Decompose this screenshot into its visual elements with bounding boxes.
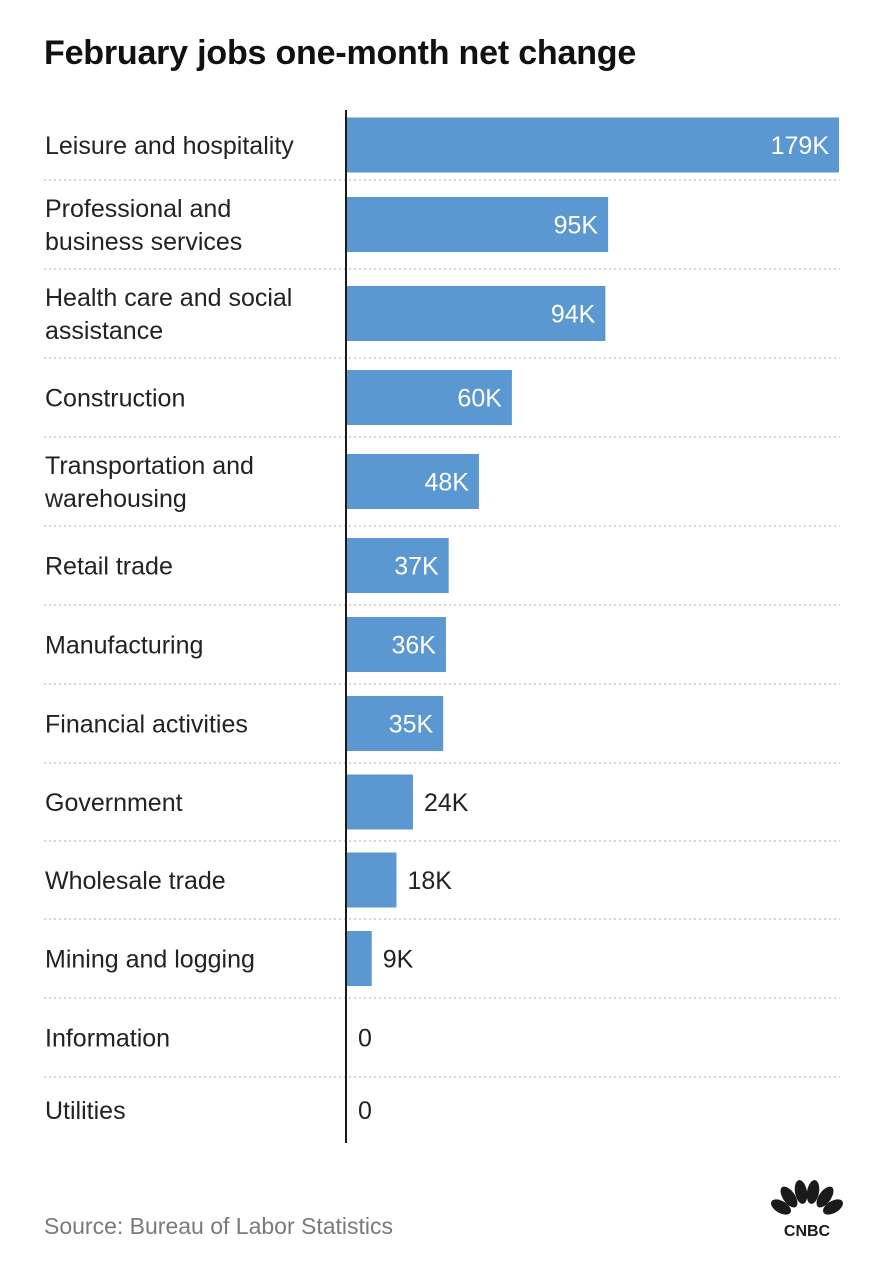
value-label: 18K: [407, 867, 452, 895]
category-label: Retail trade: [45, 553, 173, 581]
value-label: 0: [358, 1097, 372, 1125]
category-label: Mining and logging: [45, 946, 255, 974]
bar: [347, 852, 397, 908]
bar: [347, 774, 413, 830]
category-label: Information: [45, 1025, 170, 1053]
category-label: Manufacturing: [45, 632, 203, 660]
category-label: Transportation and warehousing: [44, 452, 254, 513]
logo-wordmark: CNBC: [784, 1223, 831, 1240]
value-label: 0: [358, 1025, 372, 1053]
category-label: Construction: [45, 385, 185, 413]
value-label: 48K: [424, 469, 469, 497]
bar: [347, 617, 446, 672]
value-label: 36K: [391, 632, 436, 660]
bar: [347, 197, 609, 252]
category-label: Financial activities: [45, 711, 248, 739]
bar: [347, 286, 606, 341]
chart-rows: Leisure and hospitality 179K Professional …: [44, 117, 840, 1125]
bar: [347, 454, 479, 509]
category-label: Wholesale trade: [45, 867, 226, 895]
nbc-peacock-icon: [771, 1180, 843, 1215]
bar: [347, 117, 839, 173]
cnbc-logo: CNBC: [771, 1180, 843, 1240]
value-label: 35K: [389, 711, 434, 739]
value-label: 94K: [551, 301, 596, 329]
bar: [347, 696, 444, 751]
value-label: 179K: [771, 132, 830, 160]
value-label: 95K: [554, 212, 599, 240]
category-label: Utilities: [45, 1097, 126, 1125]
value-label: 24K: [424, 789, 469, 817]
value-label: 60K: [457, 385, 502, 413]
source-note: Source: Bureau of Labor Statistics: [44, 1213, 394, 1239]
bar: [347, 370, 512, 425]
category-label: Government: [45, 789, 183, 817]
category-label: Professional and business services: [45, 195, 242, 256]
category-label: Leisure and hospitality: [45, 132, 294, 160]
value-label: 9K: [383, 946, 414, 974]
category-label: Health care and social assistance: [45, 284, 292, 345]
value-label: 37K: [394, 553, 439, 581]
bar: [347, 931, 372, 986]
bar-chart: Leisure and hospitality 179K Professional …: [44, 110, 840, 1143]
chart-title: February jobs one-month net change: [44, 34, 637, 72]
bar: [347, 538, 449, 593]
